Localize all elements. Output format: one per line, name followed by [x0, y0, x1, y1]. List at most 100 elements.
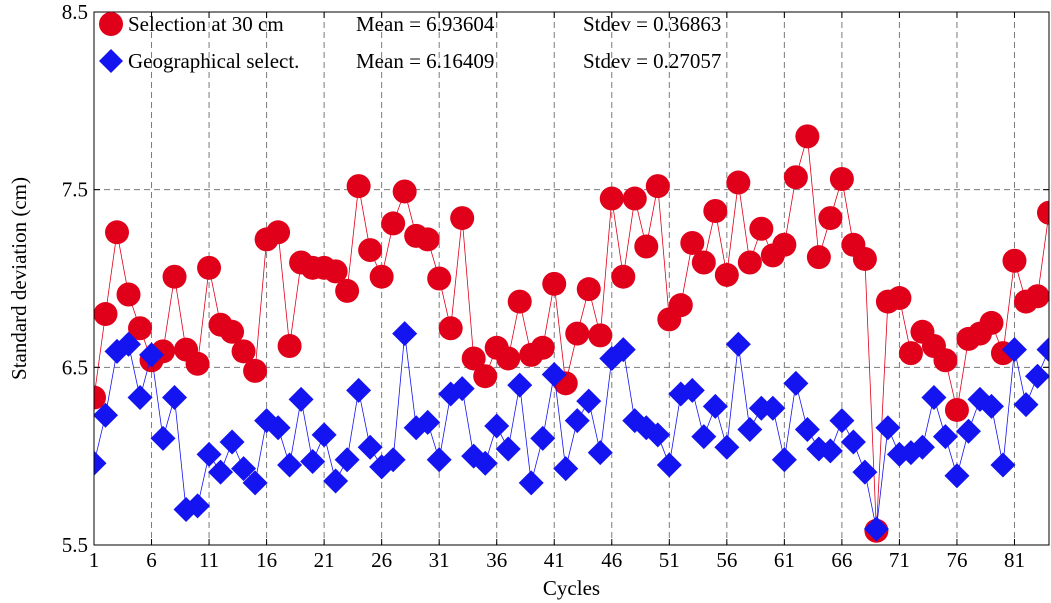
y-tick-label: 7.5 — [62, 178, 88, 202]
data-point-circle — [933, 348, 957, 372]
data-point-circle — [899, 341, 923, 365]
data-point-diamond — [921, 385, 946, 410]
data-point-circle — [335, 279, 359, 303]
data-point-circle — [427, 267, 451, 291]
x-tick-label: 31 — [429, 548, 450, 572]
data-point-circle — [979, 311, 1003, 335]
data-point-circle — [450, 206, 474, 230]
data-point-diamond — [691, 424, 716, 449]
legend-entry-geographical: Geographical select. Mean = 6.16409 Stde… — [99, 49, 721, 73]
data-point-circle — [197, 256, 221, 280]
data-point-diamond — [507, 373, 532, 398]
data-point-circle — [531, 336, 555, 360]
data-point-diamond — [588, 440, 613, 465]
data-point-circle — [669, 293, 693, 317]
data-point-circle — [692, 251, 716, 275]
data-point-diamond — [576, 389, 601, 414]
x-tick-label: 46 — [601, 548, 622, 572]
data-point-circle — [588, 323, 612, 347]
data-point-diamond — [726, 332, 751, 357]
data-point-diamond — [300, 449, 325, 474]
data-point-diamond — [772, 447, 797, 472]
series-clip-group — [82, 124, 1051, 542]
data-point-diamond — [519, 470, 544, 495]
legend-marker-circle — [99, 12, 123, 36]
data-point-diamond — [829, 408, 854, 433]
data-point-circle — [370, 265, 394, 289]
data-point-circle — [163, 265, 187, 289]
data-point-diamond — [496, 437, 521, 462]
data-point-circle — [381, 211, 405, 235]
data-point-circle — [347, 174, 371, 198]
legend-marker-diamond — [99, 49, 123, 73]
data-point-circle — [646, 174, 670, 198]
data-point-diamond — [1013, 392, 1038, 417]
data-point-diamond — [703, 394, 728, 419]
data-point-diamond — [335, 447, 360, 472]
data-point-diamond — [714, 435, 739, 460]
legend-stdev: Stdev = 0.27057 — [583, 49, 721, 73]
x-tick-label: 51 — [659, 548, 680, 572]
x-tick-label: 81 — [1004, 548, 1025, 572]
data-point-circle — [887, 286, 911, 310]
data-point-circle — [772, 233, 796, 257]
data-point-circle — [1025, 284, 1049, 308]
data-point-circle — [565, 322, 589, 346]
data-point-circle — [703, 199, 727, 223]
x-tick-label: 76 — [946, 548, 967, 572]
data-point-diamond — [128, 385, 153, 410]
data-point-circle — [577, 277, 601, 301]
data-point-circle — [94, 302, 118, 326]
data-point-circle — [266, 220, 290, 244]
x-tick-label: 66 — [831, 548, 852, 572]
x-tick-label: 61 — [774, 548, 795, 572]
data-point-diamond — [220, 429, 245, 454]
data-point-diamond — [565, 408, 590, 433]
data-point-circle — [117, 282, 141, 306]
data-point-circle — [784, 165, 808, 189]
data-point-circle — [243, 359, 267, 383]
legend-mean: Mean = 6.93604 — [356, 12, 495, 36]
data-point-circle — [830, 167, 854, 191]
y-tick-label: 5.5 — [62, 533, 88, 557]
data-point-diamond — [358, 435, 383, 460]
data-point-circle — [749, 217, 773, 241]
x-tick-label: 11 — [199, 548, 219, 572]
data-point-diamond — [737, 417, 762, 442]
x-axis-title: Cycles — [543, 576, 600, 600]
data-point-diamond — [956, 419, 981, 444]
data-point-diamond — [151, 426, 176, 451]
legend-stdev: Stdev = 0.36863 — [583, 12, 721, 36]
x-tick-label: 1 — [89, 548, 100, 572]
x-tick-label: 26 — [371, 548, 392, 572]
data-point-circle — [795, 124, 819, 148]
data-point-circle — [358, 238, 382, 262]
data-point-diamond — [795, 417, 820, 442]
x-tick-label: 16 — [256, 548, 277, 572]
data-point-diamond — [392, 321, 417, 346]
legend-entry-selection: Selection at 30 cm Mean = 6.93604 Stdev … — [99, 12, 721, 36]
data-point-circle — [945, 398, 969, 422]
y-tick-label: 8.5 — [62, 0, 88, 24]
legend-mean: Mean = 6.16409 — [356, 49, 494, 73]
data-point-circle — [726, 171, 750, 195]
data-point-diamond — [875, 415, 900, 440]
data-point-circle — [1002, 249, 1026, 273]
data-point-circle — [542, 272, 566, 296]
data-point-circle — [473, 364, 497, 388]
data-point-diamond — [323, 469, 348, 494]
x-tick-label: 41 — [544, 548, 565, 572]
data-point-diamond — [427, 447, 452, 472]
data-point-diamond — [657, 453, 682, 478]
data-point-diamond — [277, 453, 302, 478]
data-point-diamond — [289, 387, 314, 412]
data-point-diamond — [162, 385, 187, 410]
data-point-diamond — [484, 413, 509, 438]
data-point-circle — [853, 247, 877, 271]
data-point-diamond — [553, 456, 578, 481]
data-point-diamond — [990, 453, 1015, 478]
data-point-diamond — [933, 424, 958, 449]
data-point-circle — [807, 245, 831, 269]
data-point-circle — [416, 227, 440, 251]
